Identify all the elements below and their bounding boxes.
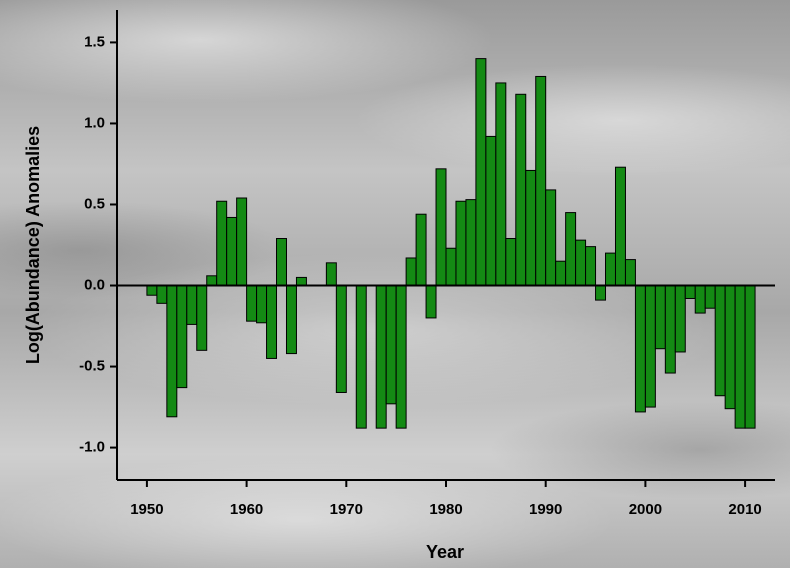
bar (197, 286, 207, 351)
bar (685, 286, 695, 299)
bar (296, 277, 306, 285)
bar (426, 286, 436, 318)
bar (247, 286, 257, 322)
bar (167, 286, 177, 417)
bar (705, 286, 715, 309)
bar (486, 136, 496, 285)
x-tick-label: 1950 (130, 501, 163, 518)
bar (406, 258, 416, 286)
bar (157, 286, 167, 304)
bar (277, 239, 287, 286)
y-tick-label: 0.5 (84, 195, 105, 212)
bar (546, 190, 556, 286)
x-axis-title: Year (426, 542, 464, 562)
bar (177, 286, 187, 388)
bar (725, 286, 735, 409)
bar (675, 286, 685, 352)
bar (536, 76, 546, 285)
bar (466, 200, 476, 286)
bar (645, 286, 655, 408)
bar (267, 286, 277, 359)
bar (386, 286, 396, 404)
bar (715, 286, 725, 396)
bar (376, 286, 386, 429)
bar (496, 83, 506, 286)
bar (416, 214, 426, 285)
bar (326, 263, 336, 286)
bar (576, 240, 586, 285)
bar (217, 201, 227, 285)
x-tick-label: 1980 (429, 501, 462, 518)
chart: Year Log(Abundance) Anomalies -1.0 -0.5 0.… (0, 0, 790, 568)
bar (227, 217, 237, 285)
bar (446, 248, 456, 285)
y-axis-title: Log(Abundance) Anomalies (23, 126, 43, 364)
bar (635, 286, 645, 412)
bar (586, 247, 596, 286)
bar (526, 170, 536, 285)
bar (147, 286, 157, 296)
bar (237, 198, 247, 286)
bar (566, 213, 576, 286)
y-tick-label: -1.0 (79, 439, 105, 456)
bar (556, 261, 566, 285)
bar (286, 286, 296, 354)
x-tick-label: 2000 (629, 501, 662, 518)
bar (476, 59, 486, 286)
bar (187, 286, 197, 325)
bar (396, 286, 406, 429)
x-tick-label: 1960 (230, 501, 263, 518)
bar (436, 169, 446, 286)
bar (695, 286, 705, 314)
bar (207, 276, 217, 286)
x-tick-label: 1990 (529, 501, 562, 518)
bar (516, 94, 526, 285)
y-tick-label: 1.5 (84, 33, 105, 50)
bar (257, 286, 267, 323)
bar (745, 286, 755, 429)
bar (336, 286, 346, 393)
page: {"chart_data": {"type": "bar", "x_label"… (0, 0, 790, 568)
y-tick-label: 0.0 (84, 276, 105, 293)
y-tick-label: 1.0 (84, 114, 105, 131)
bar (356, 286, 366, 429)
bar (596, 286, 606, 301)
bar (735, 286, 745, 429)
bar (506, 239, 516, 286)
bar (665, 286, 675, 374)
bar (625, 260, 635, 286)
bar (615, 167, 625, 285)
bar (456, 201, 466, 285)
x-tick-label: 2010 (728, 501, 761, 518)
bar (655, 286, 665, 349)
x-tick-label: 1970 (330, 501, 363, 518)
bar (606, 253, 616, 285)
y-tick-label: -0.5 (79, 358, 105, 375)
